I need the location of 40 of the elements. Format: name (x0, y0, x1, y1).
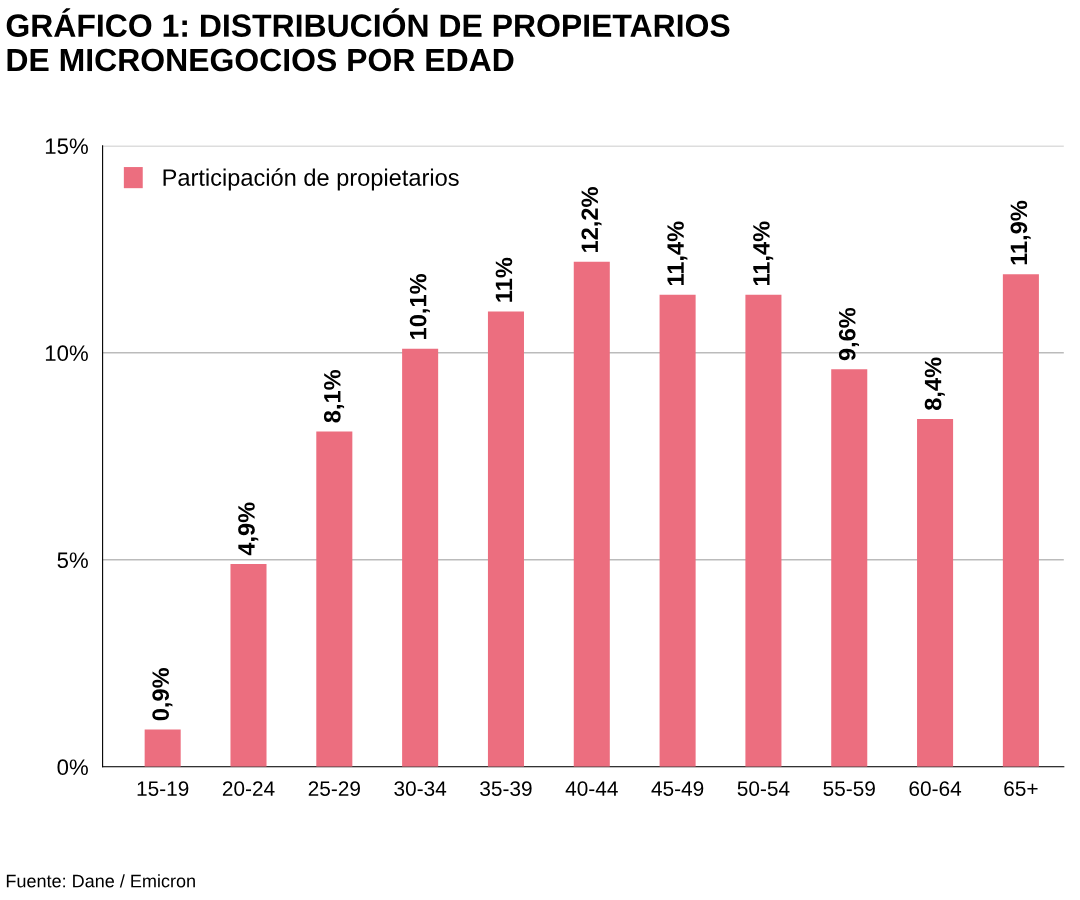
bar (1002, 274, 1039, 767)
bar (487, 311, 524, 767)
y-tick-label: 5% (57, 552, 88, 569)
x-tick-label: 60-64 (909, 781, 962, 796)
bar (659, 294, 696, 767)
x-tick-label: 30-34 (394, 781, 447, 796)
bar (316, 431, 353, 767)
y-tick-label: 0% (57, 759, 88, 776)
data-label: 11% (495, 257, 513, 302)
y-tick-label: 15% (45, 138, 88, 155)
x-tick-label: 65+ (1004, 781, 1038, 796)
data-label: 4,9% (238, 502, 259, 556)
data-label: 8,4% (924, 357, 945, 411)
data-label: 11,4% (667, 221, 688, 286)
data-label: 12,2% (581, 187, 602, 252)
legend-label: Participación de propietarios (163, 168, 459, 191)
bar (230, 563, 267, 767)
x-tick-label: 40-44 (565, 781, 618, 796)
data-label: 8,1% (323, 369, 345, 423)
data-label: 0,9% (152, 668, 173, 721)
source-note: Fuente: Dane / Emicron (6, 874, 195, 888)
bar (402, 348, 439, 767)
bar (573, 261, 610, 767)
bar (831, 369, 868, 767)
data-label: 9,6% (838, 307, 860, 361)
bar (917, 419, 954, 767)
bar (745, 294, 782, 767)
data-label: 10,1% (409, 274, 430, 339)
x-tick-label: 25-29 (308, 781, 360, 796)
x-tick-label: 35-39 (480, 781, 532, 796)
bar (144, 729, 181, 767)
data-label: 11,4% (753, 221, 774, 286)
x-tick-label: 55-59 (823, 781, 875, 796)
chart-title: GRÁFICO 1: DISTRIBUCIÓN DE PROPIETARIOS DE MICRONEGOCIOS POR EDAD (6, 8, 730, 72)
data-label: 11,9% (1010, 200, 1031, 265)
x-tick-label: 15-19 (137, 781, 189, 796)
y-tick-label: 10% (45, 345, 88, 362)
x-tick-label: 20-24 (222, 781, 275, 796)
x-tick-label: 45-49 (651, 781, 704, 796)
x-tick-label: 50-54 (737, 781, 790, 796)
